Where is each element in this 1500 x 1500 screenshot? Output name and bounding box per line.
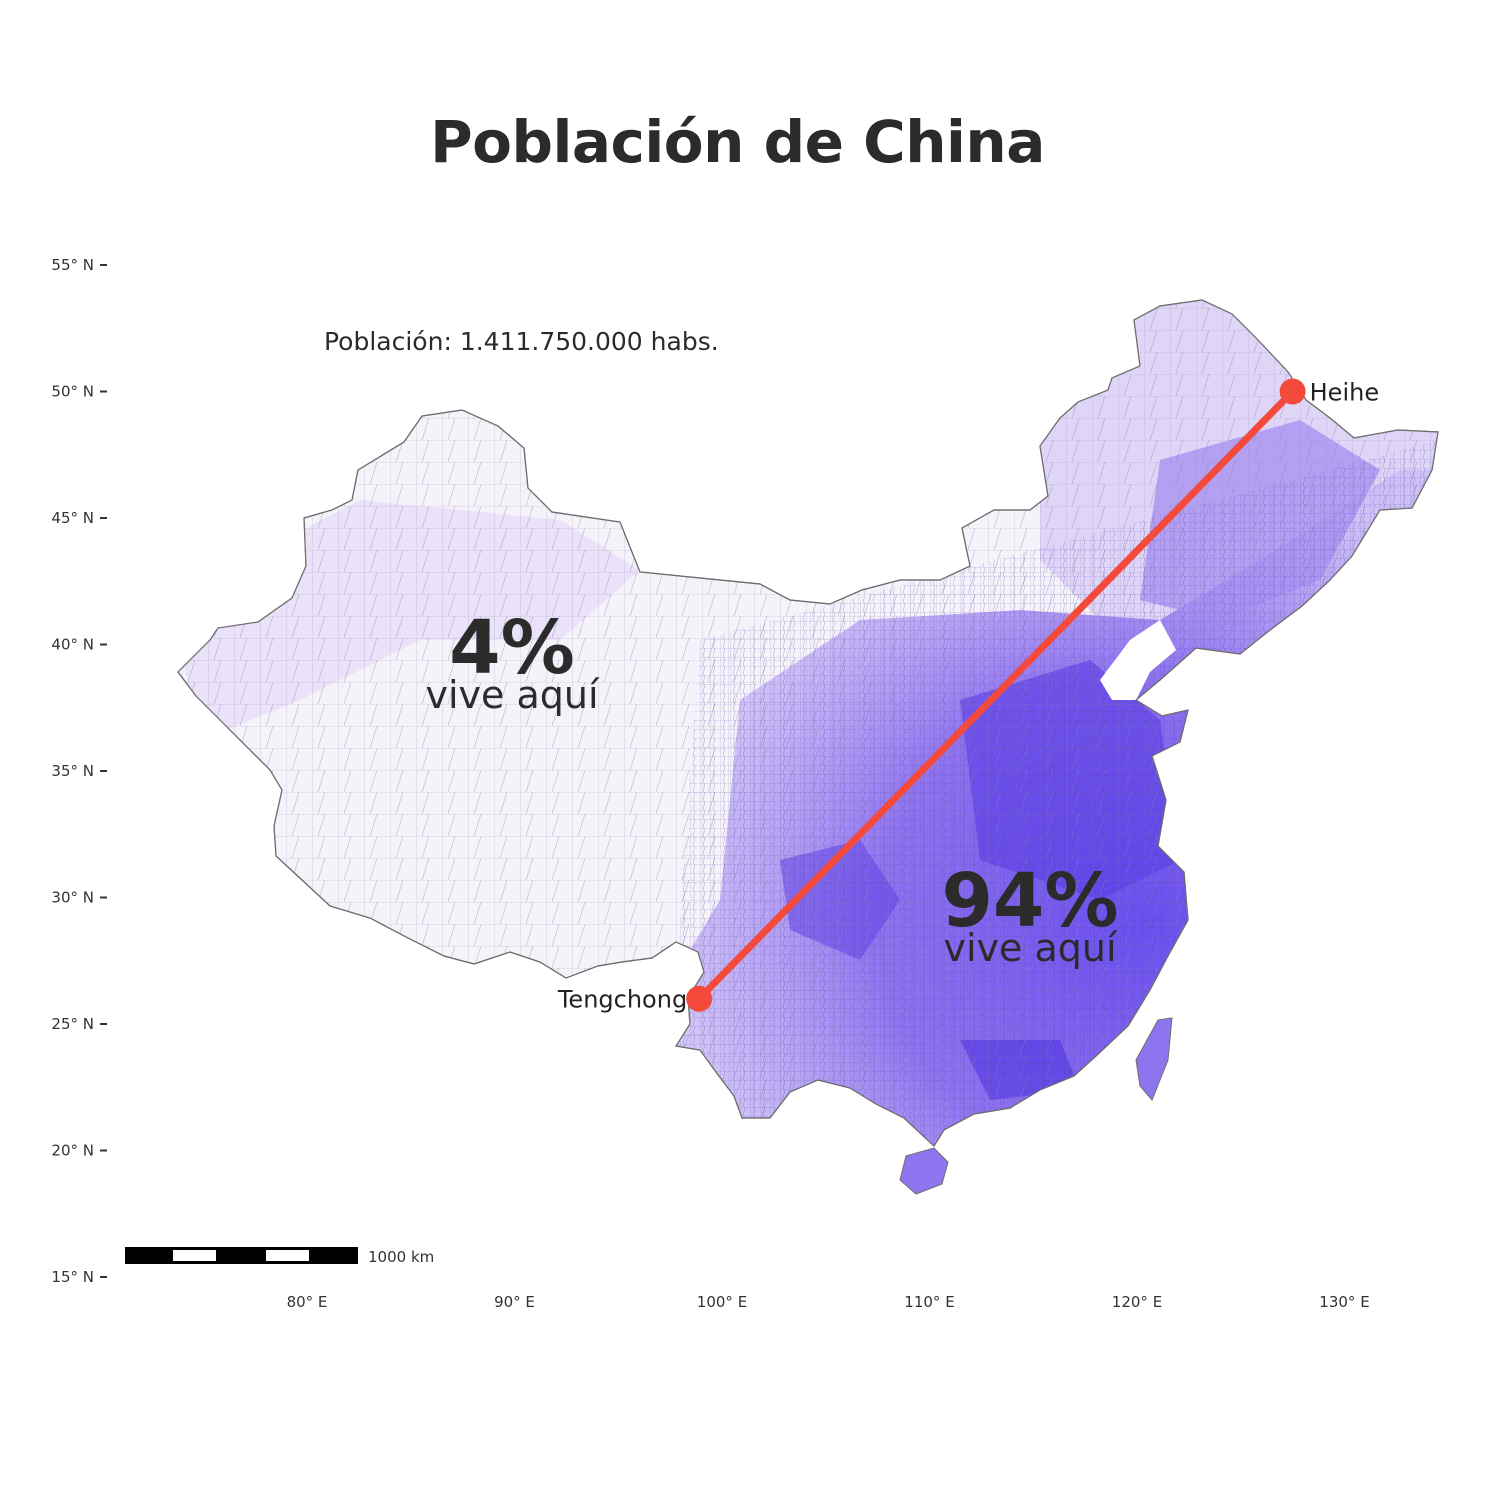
lat-tick-label: 55° N [51,256,94,274]
scale-bar-segment [173,1250,216,1261]
west-text-label: vive aquí [425,673,599,717]
lon-tick-label: 80° E [287,1293,328,1311]
lon-tick-label: 110° E [904,1293,954,1311]
divide-line [695,388,1297,1003]
lat-tick-label: 40° N [51,636,94,654]
lon-tick-label: 90° E [494,1293,535,1311]
city-marker-heihe [1279,378,1306,405]
lon-tick-label: 130° E [1319,1293,1369,1311]
scale-bar: 1000 km [125,1247,434,1266]
scale-bar-frame [125,1247,358,1264]
lat-tick-label: 50° N [51,383,94,401]
population-note: Población: 1.411.750.000 habs. [324,327,719,356]
lon-axis: 80° E 90° E 100° E 110° E 120° E 130° E [287,1293,1370,1311]
scale-bar-segment [266,1250,309,1261]
city-marker-tengchong [686,985,713,1012]
lat-tick-label: 25° N [51,1015,94,1033]
lat-tick-label: 15° N [51,1268,94,1286]
lat-axis: 55° N 50° N 45° N 40° N 35° N 30° N 25° N 20° N… [51,256,107,1286]
lat-tick-label: 35° N [51,762,94,780]
lat-tick-label: 20° N [51,1142,94,1160]
bohai-sea [1100,620,1176,700]
taiwan-shape [1135,1017,1173,1101]
east-percent-label: 94% [941,858,1118,944]
city-label-heihe: Heihe [1310,379,1379,407]
west-percent-label: 4% [449,605,575,691]
city-label-tengchong: Tengchong [557,986,687,1014]
lat-tick-label: 45° N [51,509,94,527]
lon-tick-label: 100° E [697,1293,747,1311]
map-title: Población de China [430,108,1045,176]
scale-bar-label: 1000 km [368,1248,434,1266]
heihe-tengchong-line: Heihe Tengchong [557,378,1379,1014]
lat-tick-label: 30° N [51,889,94,907]
hainan-shape [899,1147,949,1195]
east-text-label: vive aquí [943,926,1117,970]
lon-tick-label: 120° E [1112,1293,1162,1311]
